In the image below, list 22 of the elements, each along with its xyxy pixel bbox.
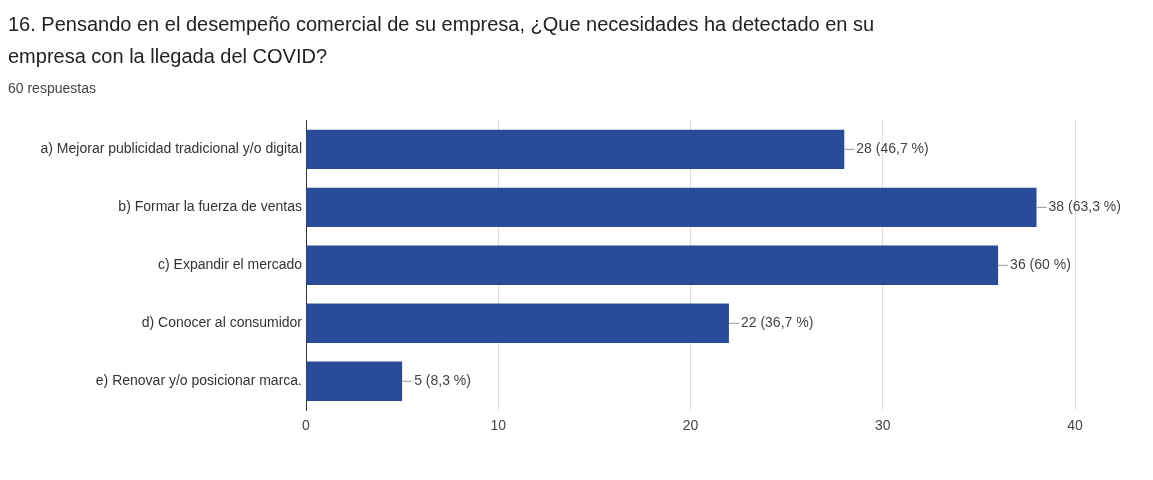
x-tick-label: 10 — [490, 417, 507, 434]
text: 60 respuestas — [8, 80, 97, 96]
y-tick-label: d) Conocer al consumidor — [141, 314, 303, 331]
y-tick-label: e) Renovar y/o posicionar marca. — [95, 372, 302, 389]
data-label: 5 (8,3 %) — [414, 372, 471, 389]
y-tick-label: c) Expandir el mercado — [158, 256, 303, 273]
x-tick-label: 0 — [302, 417, 311, 434]
bar — [306, 361, 403, 401]
data-label: 28 (46,7 %) — [856, 140, 929, 157]
bar — [306, 129, 845, 170]
data-label: 38 (63,3 %) — [1048, 198, 1121, 215]
x-tick-label: 30 — [874, 417, 891, 434]
y-tick-label: a) Mejorar publicidad tradicional y/o digital — [40, 140, 302, 157]
bar — [306, 245, 999, 286]
x-tick-label: 20 — [682, 417, 699, 434]
y-tick-label: b) Formar la fuerza de ventas — [118, 198, 302, 215]
x-tick-label: 40 — [1067, 417, 1083, 434]
bar — [306, 303, 729, 343]
data-label: 22 (36,7 %) — [740, 314, 814, 331]
bar — [306, 187, 1037, 228]
chart-title: 16. Pensando en el desempeño comercial de su empresa, ¿Que necesidades ha detectado en su empresa con la llegada del COVID? — [8, 12, 876, 69]
data-label: 36 (60 %) — [1010, 256, 1071, 273]
